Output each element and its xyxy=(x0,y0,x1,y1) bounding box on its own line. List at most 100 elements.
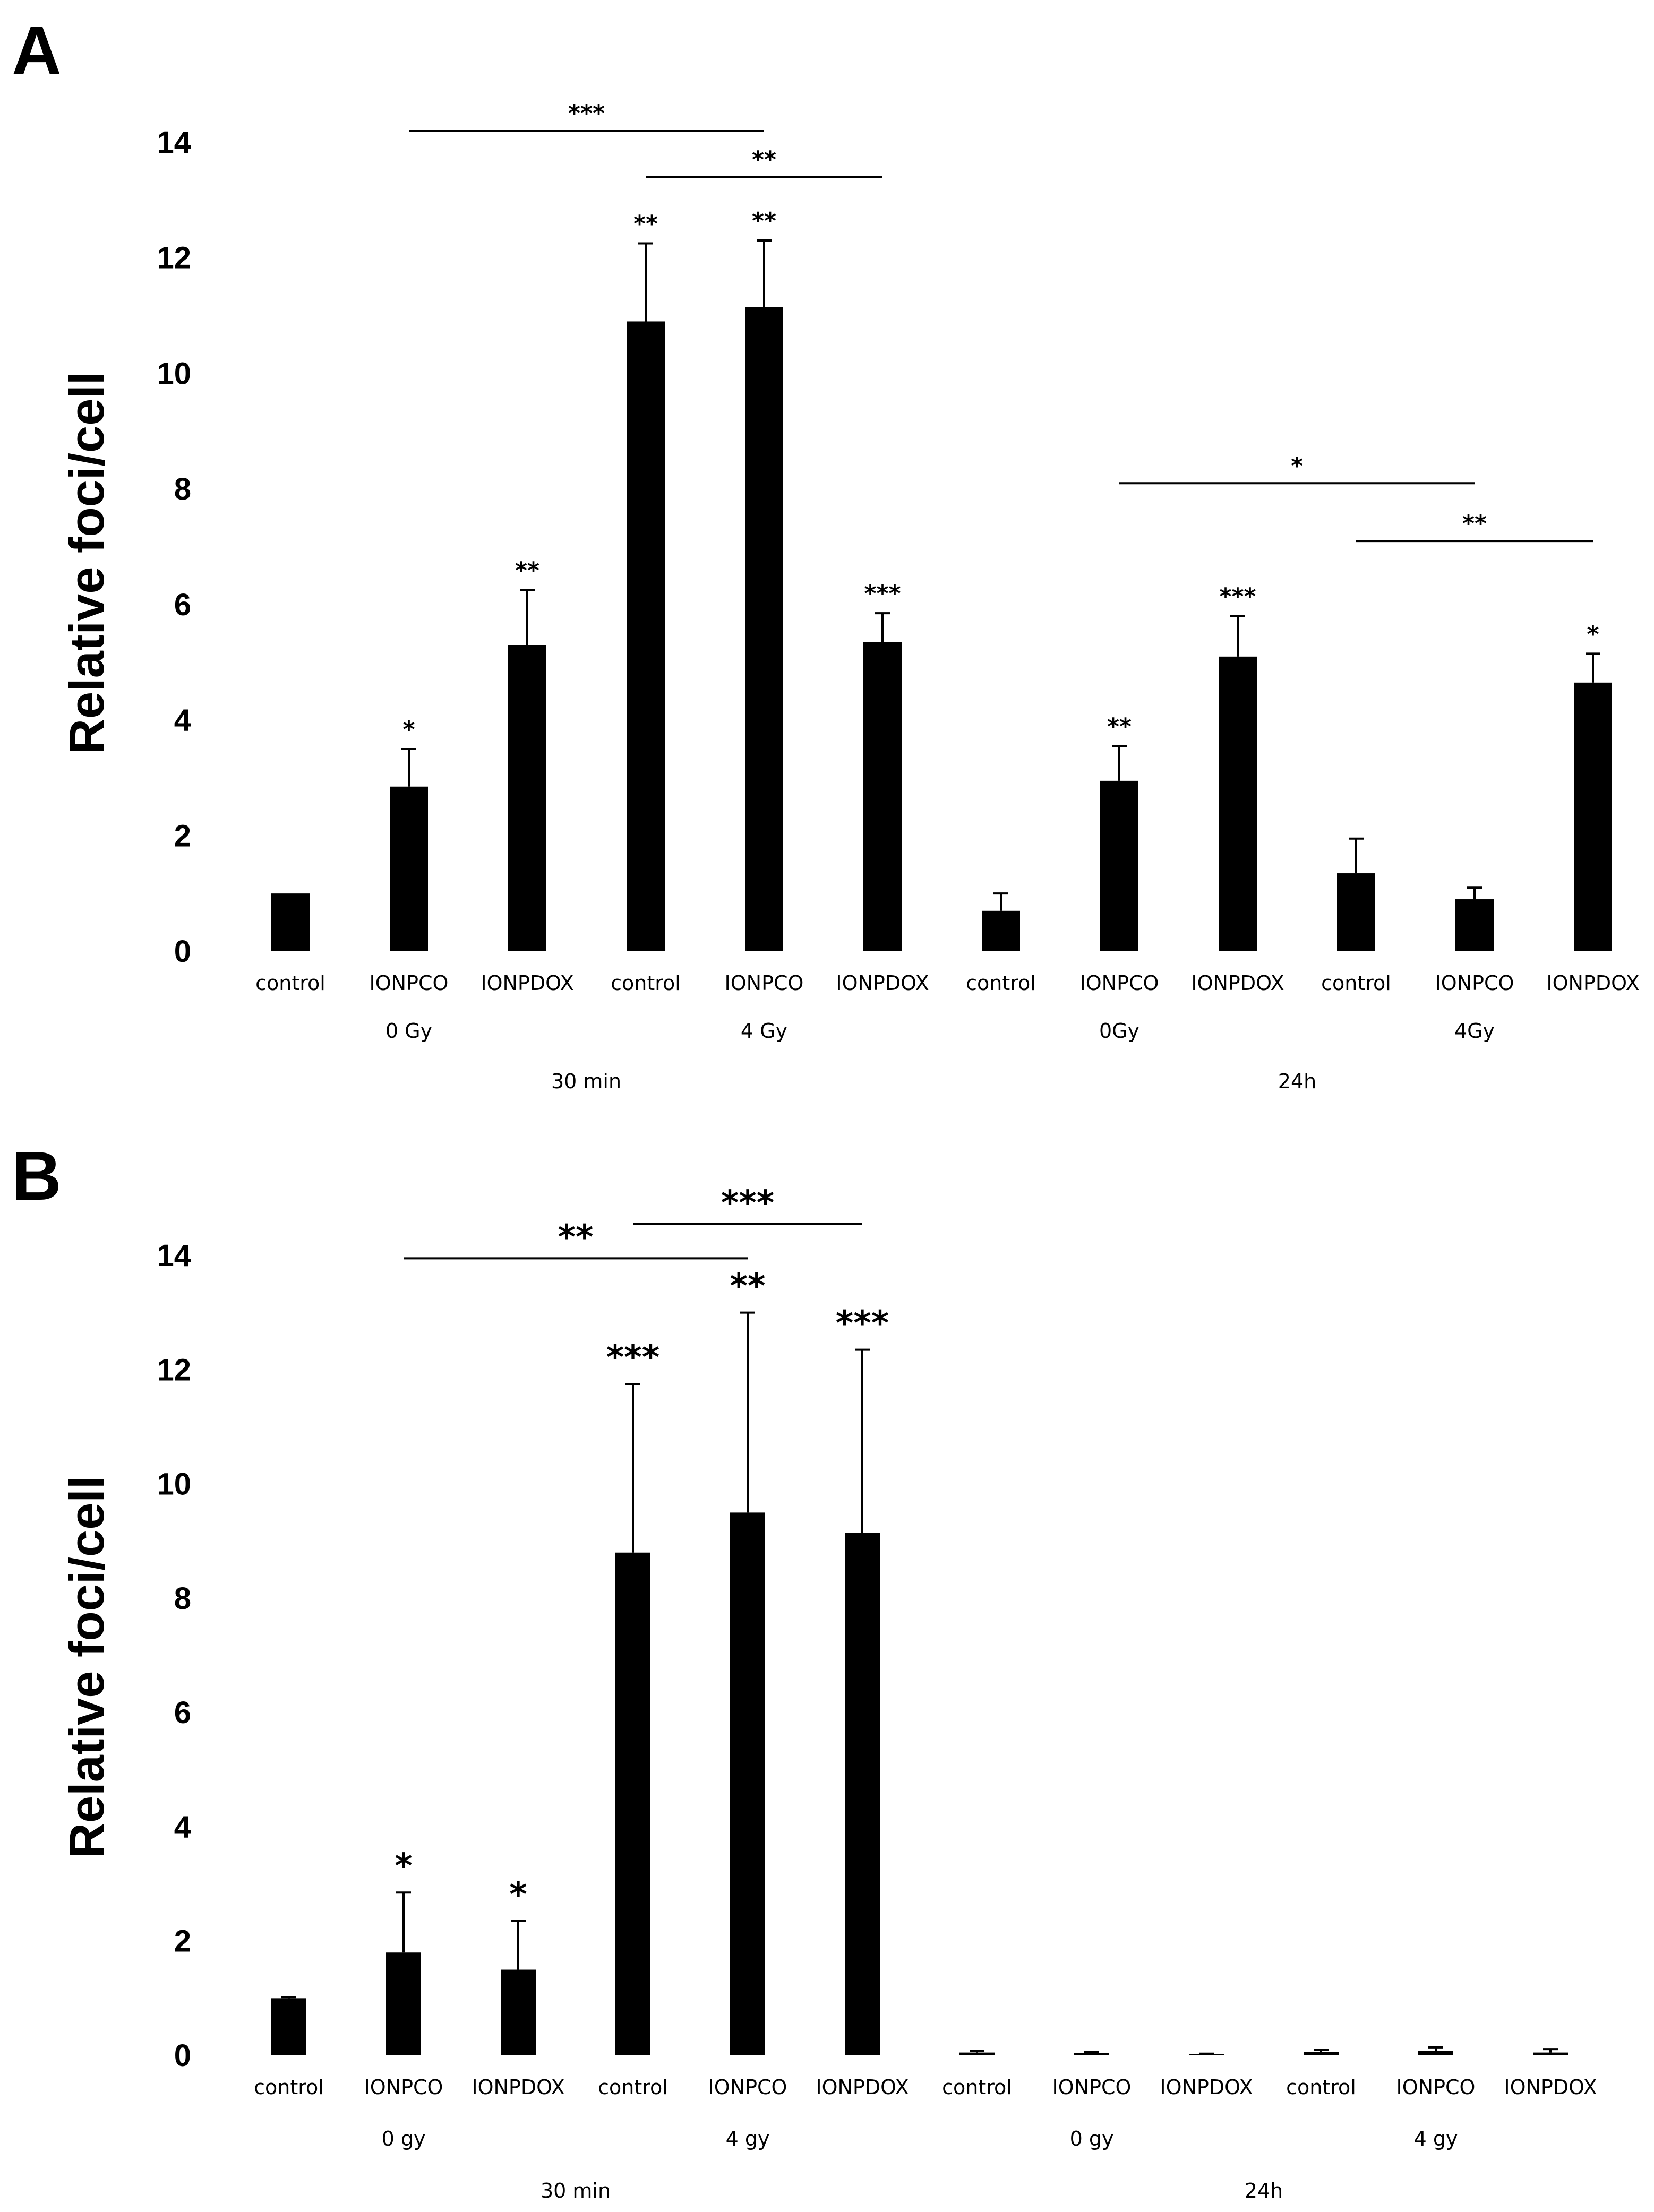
category-label: control xyxy=(1321,971,1391,995)
dose-label: 4 gy xyxy=(726,2127,770,2150)
y-axis-title-a: Relative foci/cell xyxy=(60,372,114,754)
category-label: IONPDOX xyxy=(481,971,573,995)
category-label: control xyxy=(611,971,681,995)
category-label: control xyxy=(1286,2076,1356,2099)
category-label: control xyxy=(255,971,325,995)
significance-marker: * xyxy=(395,1847,412,1886)
dose-labels-b: 0 gy 4 gy 0 gy 4 gy xyxy=(382,2127,1458,2150)
significance-marker: *** xyxy=(606,1338,659,1378)
bar-ionpco xyxy=(1418,2051,1453,2055)
bar-control xyxy=(982,910,1020,951)
significance-marker: ** xyxy=(730,1267,766,1306)
dose-label: 4 Gy xyxy=(741,1019,787,1043)
category-label: control xyxy=(598,2076,668,2099)
category-label: IONPDOX xyxy=(472,2076,564,2099)
bar-control xyxy=(1337,873,1375,951)
y-tick-label: 8 xyxy=(174,472,191,506)
bar-ionpco xyxy=(390,786,428,951)
time-label: 30 min xyxy=(541,2179,611,2202)
significance-marker: * xyxy=(402,716,415,743)
time-label: 30 min xyxy=(551,1070,621,1093)
time-label: 24h xyxy=(1245,2179,1283,2202)
brackets-a: ******** xyxy=(409,100,1593,543)
bracket-label: ** xyxy=(1462,510,1487,537)
significance-marker: *** xyxy=(1219,583,1256,610)
significance-marker: ** xyxy=(515,557,539,584)
y-axis-title-b: Relative foci/cell xyxy=(60,1476,114,1858)
bar-ionpco xyxy=(1455,899,1494,951)
bracket-label: * xyxy=(1291,452,1303,479)
category-labels-b: control IONPCO IONPDOX control IONPCO IONPDOX… xyxy=(254,2076,1597,2099)
y-tick-label: 6 xyxy=(174,1695,191,1730)
category-label: IONPCO xyxy=(1396,2076,1476,2099)
dose-labels-a: 0 Gy 4 Gy 0Gy 4Gy xyxy=(385,1019,1495,1043)
bar-control xyxy=(615,1552,650,2055)
y-tick-label: 6 xyxy=(174,588,191,622)
bar-ionpco xyxy=(1074,2053,1109,2055)
bar-ionpdox xyxy=(1574,682,1612,951)
y-tick-label: 2 xyxy=(174,819,191,853)
y-tick-label: 14 xyxy=(157,1238,191,1273)
dose-label: 4Gy xyxy=(1454,1019,1495,1043)
dose-label: 0Gy xyxy=(1099,1019,1139,1043)
bracket-label: ** xyxy=(558,1218,594,1257)
bar-ionpdox xyxy=(501,1969,536,2055)
time-labels-a: 30 min 24h xyxy=(551,1070,1316,1093)
y-tick-label: 0 xyxy=(174,934,191,969)
category-label: IONPCO xyxy=(1052,2076,1132,2099)
category-label: IONPCO xyxy=(1435,971,1514,995)
y-tick-label: 12 xyxy=(157,241,191,276)
y-tick-label: 0 xyxy=(174,2038,191,2073)
significance-marker: ** xyxy=(752,208,776,235)
category-label: control xyxy=(966,971,1036,995)
category-label: IONPDOX xyxy=(836,971,929,995)
category-label: IONPDOX xyxy=(1191,971,1284,995)
dose-label: 0 gy xyxy=(382,2127,426,2150)
category-label: IONPCO xyxy=(708,2076,787,2099)
bracket-label: *** xyxy=(568,100,605,127)
significance-marker: *** xyxy=(864,580,901,607)
bar-ionpdox xyxy=(863,642,902,951)
bar-control xyxy=(959,2052,995,2055)
y-tick-label: 2 xyxy=(174,1924,191,1959)
bar-control xyxy=(271,893,310,951)
bar-ionpdox xyxy=(845,1533,880,2055)
y-tick-label: 4 xyxy=(174,1810,191,1844)
category-label: IONPDOX xyxy=(1504,2076,1597,2099)
bar-ionpdox xyxy=(1189,2054,1224,2055)
bar-ionpdox xyxy=(1219,656,1257,951)
category-label: IONPCO xyxy=(370,971,449,995)
bar-ionpco xyxy=(745,307,783,951)
panel-letter-a: A xyxy=(12,12,62,89)
brackets-b: ***** xyxy=(404,1184,862,1260)
y-tick-label: 10 xyxy=(157,356,191,391)
time-labels-b: 30 min 24h xyxy=(541,2179,1283,2202)
category-label: IONPCO xyxy=(1080,971,1159,995)
error-bars-a xyxy=(401,239,1600,911)
significance-a: ***** *********** xyxy=(402,208,1599,743)
bracket-label: *** xyxy=(721,1184,774,1223)
dose-label: 0 gy xyxy=(1070,2127,1114,2150)
error-bars-b xyxy=(281,1311,1558,2055)
y-ticks-b: 0 2 4 6 8 10 12 14 xyxy=(157,1238,191,2073)
category-label: IONPDOX xyxy=(1160,2076,1253,2099)
bar-ionpdox xyxy=(1533,2052,1568,2055)
category-label: IONPDOX xyxy=(816,2076,909,2099)
bars-b xyxy=(271,1512,1568,2055)
bar-ionpco xyxy=(1100,780,1138,951)
category-label: control xyxy=(942,2076,1012,2099)
bar-ionpco xyxy=(386,1952,421,2055)
time-label: 24h xyxy=(1278,1070,1316,1093)
bar-ionpco xyxy=(730,1512,765,2055)
category-label: IONPCO xyxy=(364,2076,443,2099)
category-label: IONPCO xyxy=(725,971,804,995)
y-tick-label: 10 xyxy=(157,1467,191,1502)
bracket-label: ** xyxy=(752,146,776,173)
y-ticks-a: 0 2 4 6 8 10 12 14 xyxy=(157,125,191,969)
y-tick-label: 4 xyxy=(174,703,191,738)
dose-label: 0 Gy xyxy=(385,1019,432,1043)
significance-marker: * xyxy=(509,1875,527,1915)
bar-control xyxy=(627,321,665,951)
y-tick-label: 12 xyxy=(157,1353,191,1387)
